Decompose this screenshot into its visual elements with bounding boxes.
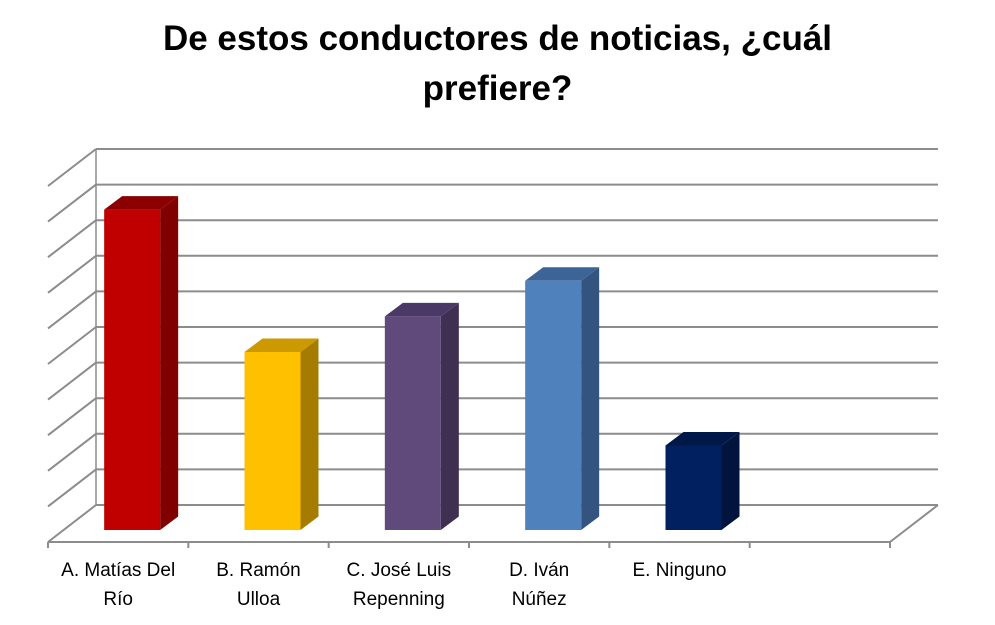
category-label-line: B. Ramón <box>216 560 300 581</box>
gridline-left <box>47 504 97 543</box>
bar-top <box>244 338 319 352</box>
category-label-line: Repenning <box>353 589 445 610</box>
bar-side <box>300 338 319 530</box>
chart-title-line-1: De estos conductores de noticias, ¿cuál <box>162 19 833 58</box>
gridline-left <box>47 326 97 365</box>
bars <box>104 196 740 530</box>
bar-5 <box>665 431 740 530</box>
gridline-left <box>47 290 97 330</box>
category-label-line: Río <box>103 589 133 610</box>
gridline-left <box>47 219 97 258</box>
gridline-left <box>47 468 97 508</box>
gridline-left <box>47 255 97 294</box>
bar-side <box>440 302 459 530</box>
category-label-line: C. José Luis <box>347 560 452 581</box>
bar-side <box>721 431 740 530</box>
gridline-left <box>47 361 97 401</box>
bar-front <box>104 209 161 530</box>
floor-edge <box>889 504 939 543</box>
bar-2 <box>244 338 319 530</box>
bar-front <box>665 445 722 530</box>
category-label-line: E. Ninguno <box>632 560 726 581</box>
bar-1 <box>104 196 179 530</box>
category-label-line: D. Iván <box>509 560 569 581</box>
bar-front <box>384 316 441 530</box>
x-axis <box>47 541 891 548</box>
category-label-line: Ulloa <box>237 589 281 610</box>
bar-side <box>581 267 600 530</box>
chart-title: De estos conductores de noticias, ¿cuál … <box>0 14 995 114</box>
category-labels: A. Matías Del Río B. Ramón Ulloa C. José Lui… <box>61 560 726 610</box>
category-label: B. Ramón Ulloa <box>216 560 300 610</box>
gridline-left <box>47 397 97 436</box>
category-label: E. Ninguno <box>632 560 726 581</box>
bar-top <box>104 196 179 210</box>
bar-front <box>244 352 301 530</box>
gridline-left <box>47 433 97 472</box>
category-label: C. José Luis Repenning <box>347 560 452 610</box>
category-label: D. Iván Núñez <box>509 560 569 610</box>
bar-top <box>384 302 459 317</box>
bar-4 <box>525 267 600 530</box>
bar-side <box>160 196 179 530</box>
bar-top <box>525 267 600 281</box>
bar-top <box>665 431 740 446</box>
chart-title-line-2: prefiere? <box>422 69 573 108</box>
category-label-line: A. Matías Del <box>61 560 175 581</box>
gridline-left <box>47 148 97 187</box>
bar-front <box>525 280 582 530</box>
bar-3 <box>384 302 459 530</box>
gridlines <box>47 148 939 543</box>
category-label-line: Núñez <box>512 589 567 610</box>
gridline-left <box>47 183 97 223</box>
category-label: A. Matías Del Río <box>61 560 175 610</box>
